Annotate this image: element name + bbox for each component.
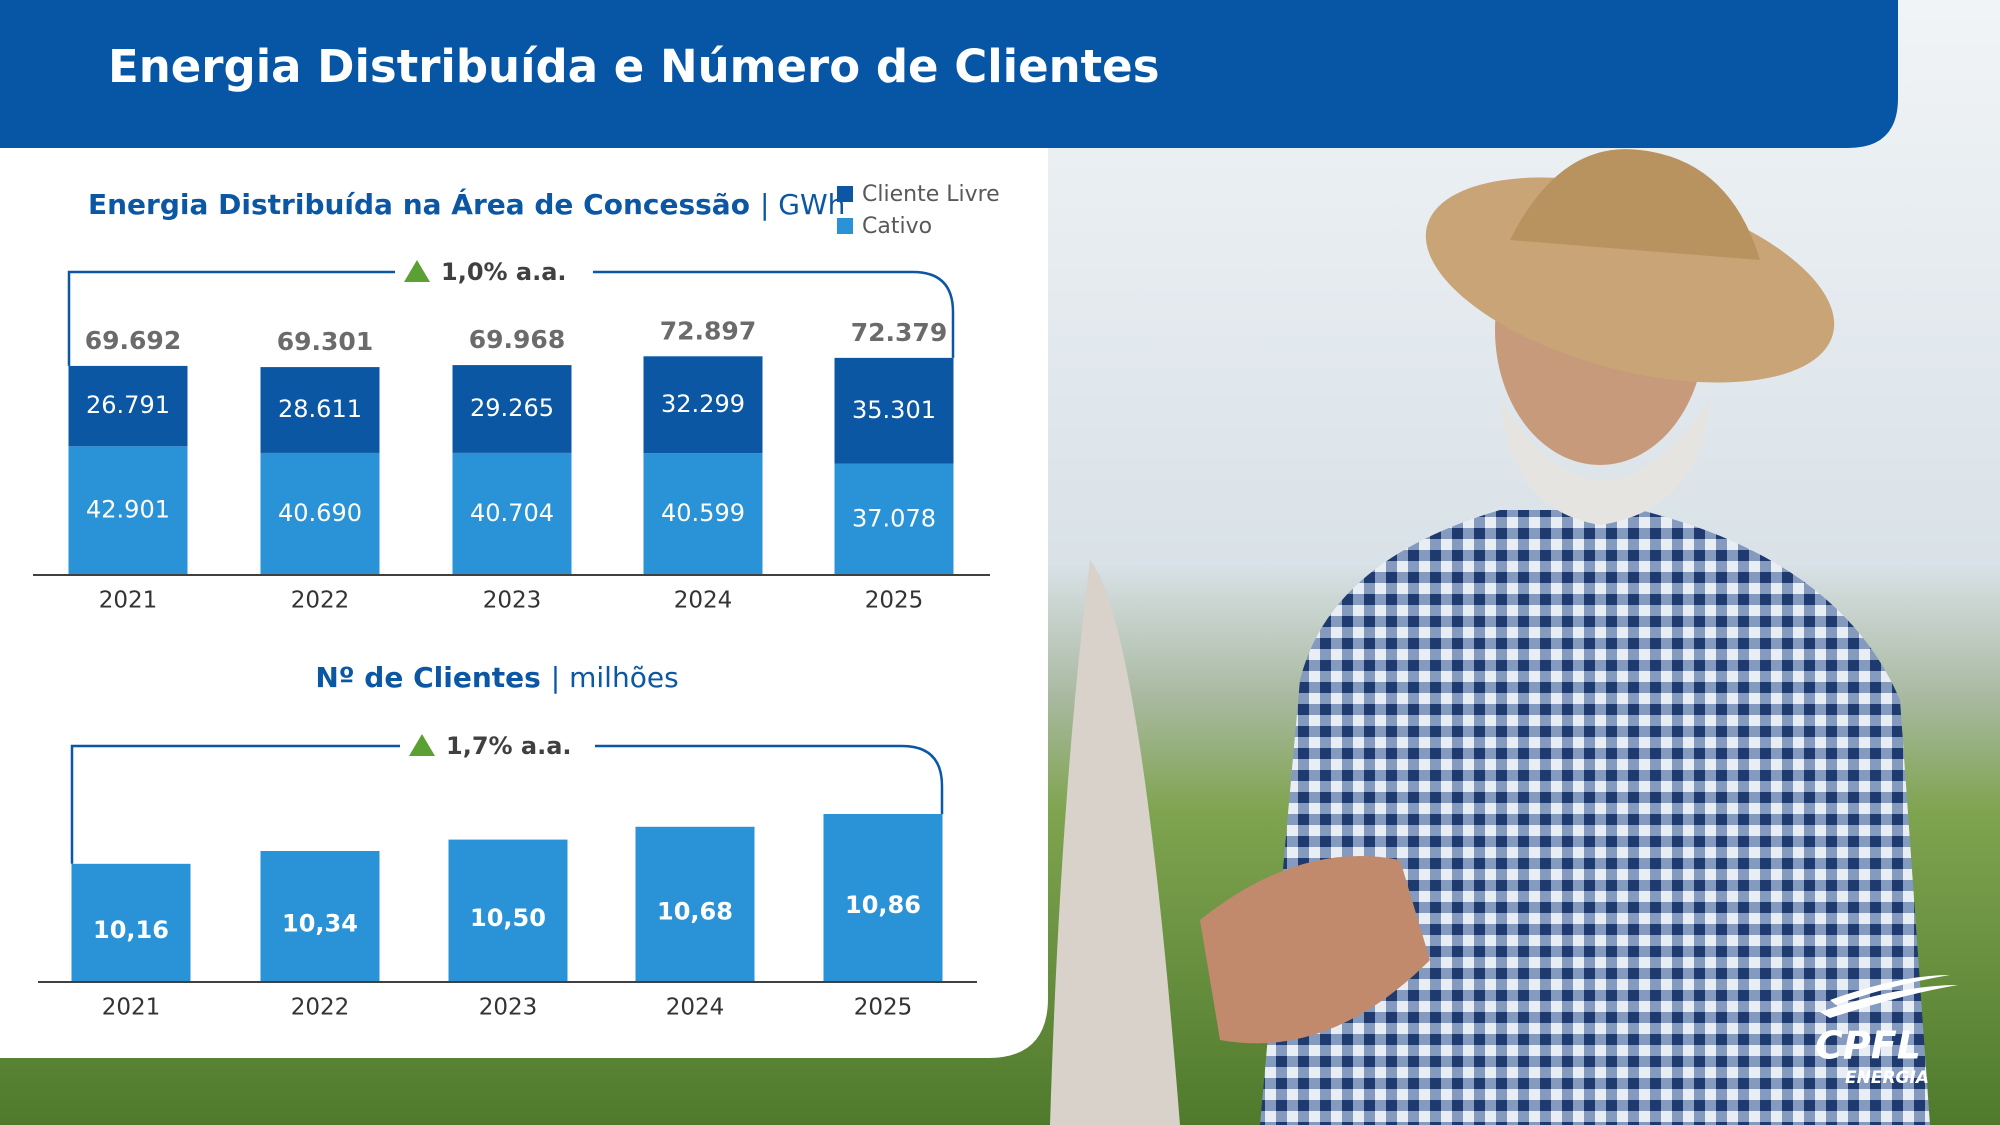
value-label: 10,86 bbox=[845, 891, 921, 919]
bar bbox=[823, 813, 943, 982]
chart-title: Nº de Clientes | milhões bbox=[315, 661, 678, 694]
bar-segment bbox=[452, 452, 572, 575]
bar bbox=[635, 826, 755, 982]
total-label: 69.968 bbox=[469, 325, 565, 354]
chart-title-unit: | milhões bbox=[551, 661, 679, 694]
bar bbox=[260, 850, 380, 982]
segment-label: 26.791 bbox=[86, 391, 170, 419]
segment-label: 40.690 bbox=[278, 499, 362, 527]
growth-arrow bbox=[409, 734, 435, 756]
segment-label: 28.611 bbox=[278, 395, 362, 423]
bar-segment bbox=[68, 446, 188, 575]
x-tick-label: 2022 bbox=[291, 588, 350, 614]
growth-label: 1,0% a.a. bbox=[441, 258, 567, 286]
header-title: Energia Distribuída e Número de Clientes bbox=[108, 40, 1159, 93]
value-label: 10,68 bbox=[657, 897, 733, 925]
growth-bracket bbox=[67, 270, 955, 366]
legend-label: Cliente Livre bbox=[862, 182, 1000, 207]
segment-label: 40.599 bbox=[661, 499, 745, 527]
x-tick-label: 2024 bbox=[666, 995, 725, 1021]
x-tick-label: 2022 bbox=[291, 995, 350, 1021]
chart-title: Energia Distribuída na Área de Concessão… bbox=[88, 187, 845, 221]
legend-label: Cativo bbox=[862, 214, 932, 239]
bar-segment bbox=[834, 357, 954, 464]
bar bbox=[71, 863, 191, 982]
header-bar bbox=[0, 0, 1898, 148]
value-label: 10,34 bbox=[282, 909, 358, 937]
photo-figure bbox=[1050, 149, 1930, 1125]
logo: CPFL ENERGIA bbox=[1815, 975, 1958, 1088]
segment-label: 40.704 bbox=[470, 499, 554, 527]
chart-title-main: Energia Distribuída na Área de Concessão bbox=[88, 187, 750, 221]
growth-arrow bbox=[404, 260, 430, 282]
chart-title-unit: | GWh bbox=[760, 188, 845, 221]
x-tick-label: 2025 bbox=[854, 995, 913, 1021]
bar bbox=[448, 839, 568, 982]
segment-label: 35.301 bbox=[852, 396, 936, 424]
logo-sub: ENERGIA bbox=[1845, 1068, 1929, 1088]
x-tick-label: 2023 bbox=[483, 588, 542, 614]
legend-swatch bbox=[837, 218, 853, 234]
bar-segment bbox=[68, 365, 188, 447]
legend-swatch bbox=[837, 186, 853, 202]
total-label: 69.692 bbox=[85, 326, 181, 355]
bar-segment bbox=[643, 356, 763, 454]
segment-label: 29.265 bbox=[470, 394, 554, 422]
value-label: 10,50 bbox=[470, 904, 546, 932]
x-tick-label: 2021 bbox=[102, 995, 161, 1021]
x-tick-label: 2021 bbox=[99, 588, 158, 614]
bar-segment bbox=[643, 453, 763, 575]
logo-name: CPFL bbox=[1815, 1024, 1921, 1068]
growth-label: 1,7% a.a. bbox=[446, 732, 572, 760]
segment-label: 32.299 bbox=[661, 390, 745, 418]
segment-label: 37.078 bbox=[852, 504, 936, 532]
bar-segment bbox=[452, 365, 572, 453]
total-label: 69.301 bbox=[277, 327, 373, 356]
growth-bracket bbox=[70, 744, 944, 864]
segment-label: 42.901 bbox=[86, 496, 170, 524]
total-label: 72.897 bbox=[660, 316, 756, 345]
bar-segment bbox=[834, 463, 954, 575]
value-label: 10,16 bbox=[93, 916, 169, 944]
x-tick-label: 2024 bbox=[674, 588, 733, 614]
chart-title-main: Nº de Clientes bbox=[315, 661, 540, 694]
bar-segment bbox=[260, 452, 380, 575]
x-tick-label: 2023 bbox=[479, 995, 538, 1021]
bar-segment bbox=[260, 367, 380, 453]
x-tick-label: 2025 bbox=[865, 588, 924, 614]
total-label: 72.379 bbox=[851, 318, 947, 347]
